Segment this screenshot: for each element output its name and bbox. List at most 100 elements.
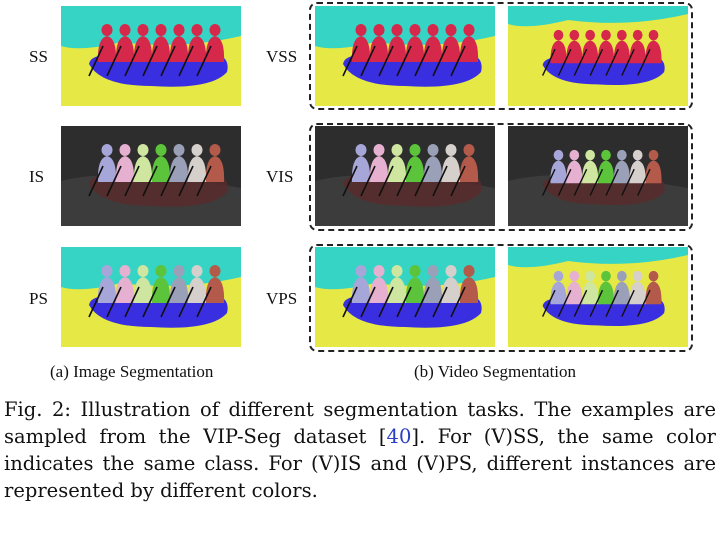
label-is: IS [29, 167, 45, 186]
person-head [427, 144, 439, 156]
person-body [613, 40, 630, 64]
person-body [169, 277, 189, 303]
paddle [160, 165, 176, 197]
paddle [450, 165, 466, 197]
person-body [133, 36, 153, 62]
person-body [423, 156, 443, 182]
paddle [542, 289, 556, 317]
video-ss-frame-2 [508, 6, 688, 106]
person-head [569, 29, 580, 41]
paddle [637, 289, 651, 317]
paddle [342, 286, 358, 318]
paddle [414, 165, 430, 197]
paddle [378, 286, 394, 318]
person-body [566, 160, 583, 184]
person-body [369, 36, 389, 62]
person-head [409, 144, 421, 156]
person-head [137, 144, 149, 156]
person-head [463, 265, 475, 277]
subcaption-video: (b) Video Segmentation [414, 362, 577, 381]
paddle [160, 45, 176, 77]
person-body [97, 36, 117, 62]
person-body [387, 277, 407, 303]
label-ss: SS [29, 47, 48, 66]
paddle [589, 48, 604, 76]
sky-region [508, 247, 688, 268]
person-head [155, 24, 167, 36]
person-head [355, 265, 367, 277]
paddle [124, 286, 140, 318]
paddle [124, 165, 140, 197]
person-body [351, 36, 371, 62]
person-body [598, 160, 614, 184]
person-head [427, 265, 439, 277]
person-body [459, 277, 479, 303]
person-body [423, 277, 443, 303]
person-head [463, 144, 475, 156]
person-head [632, 270, 643, 282]
person-body [369, 156, 389, 182]
person-body [369, 277, 389, 303]
person-head [553, 270, 564, 282]
paddle [432, 286, 448, 318]
person-head [391, 144, 403, 156]
person-body [115, 156, 135, 182]
figure-caption: Fig. 2: Illustration of different segmen… [4, 396, 716, 504]
person-body [151, 36, 171, 62]
person-body [115, 277, 135, 303]
boat-group [542, 29, 665, 86]
paddle [378, 165, 394, 197]
paddle [124, 45, 140, 77]
person-body [459, 156, 479, 182]
paddle [88, 45, 104, 77]
person-body [405, 156, 425, 182]
paddle [142, 286, 158, 318]
person-head [155, 144, 167, 156]
paddle [589, 289, 604, 317]
person-head [409, 265, 421, 277]
subcaption-image: (a) Image Segmentation [50, 362, 214, 381]
paddle [142, 165, 158, 197]
person-body [97, 277, 117, 303]
person-head [445, 24, 457, 36]
person-head [101, 265, 113, 277]
person-body [115, 36, 135, 62]
vps-frame-box [309, 244, 693, 352]
person-body [613, 281, 630, 305]
paddle [106, 45, 122, 77]
person-head [373, 24, 385, 36]
person-body [582, 40, 599, 64]
person-head [617, 270, 627, 282]
person-head [617, 149, 627, 161]
person-head [585, 149, 595, 161]
person-body [566, 281, 583, 305]
paddle [621, 48, 635, 76]
person-head [173, 265, 185, 277]
paddle [178, 165, 194, 197]
person-body [405, 36, 425, 62]
person-head [632, 29, 643, 41]
person-body [582, 281, 599, 305]
boat-group [342, 265, 482, 328]
person-head [463, 24, 475, 36]
person-head [427, 24, 439, 36]
paddle [542, 48, 556, 76]
image-ps-panel [61, 247, 241, 347]
person-head [209, 144, 221, 156]
person-head [355, 24, 367, 36]
person-body [629, 281, 646, 305]
paddle [589, 168, 604, 196]
person-head [355, 144, 367, 156]
person-body [582, 160, 599, 184]
paddle [621, 289, 635, 317]
person-head [137, 265, 149, 277]
boat-group [88, 24, 228, 87]
paddle [637, 48, 651, 76]
boat-group [88, 265, 228, 328]
person-body [187, 156, 207, 182]
person-head [569, 270, 580, 282]
person-body [387, 36, 407, 62]
paddle [342, 165, 358, 197]
person-body [613, 160, 630, 184]
citation-link[interactable]: 40 [386, 425, 412, 448]
